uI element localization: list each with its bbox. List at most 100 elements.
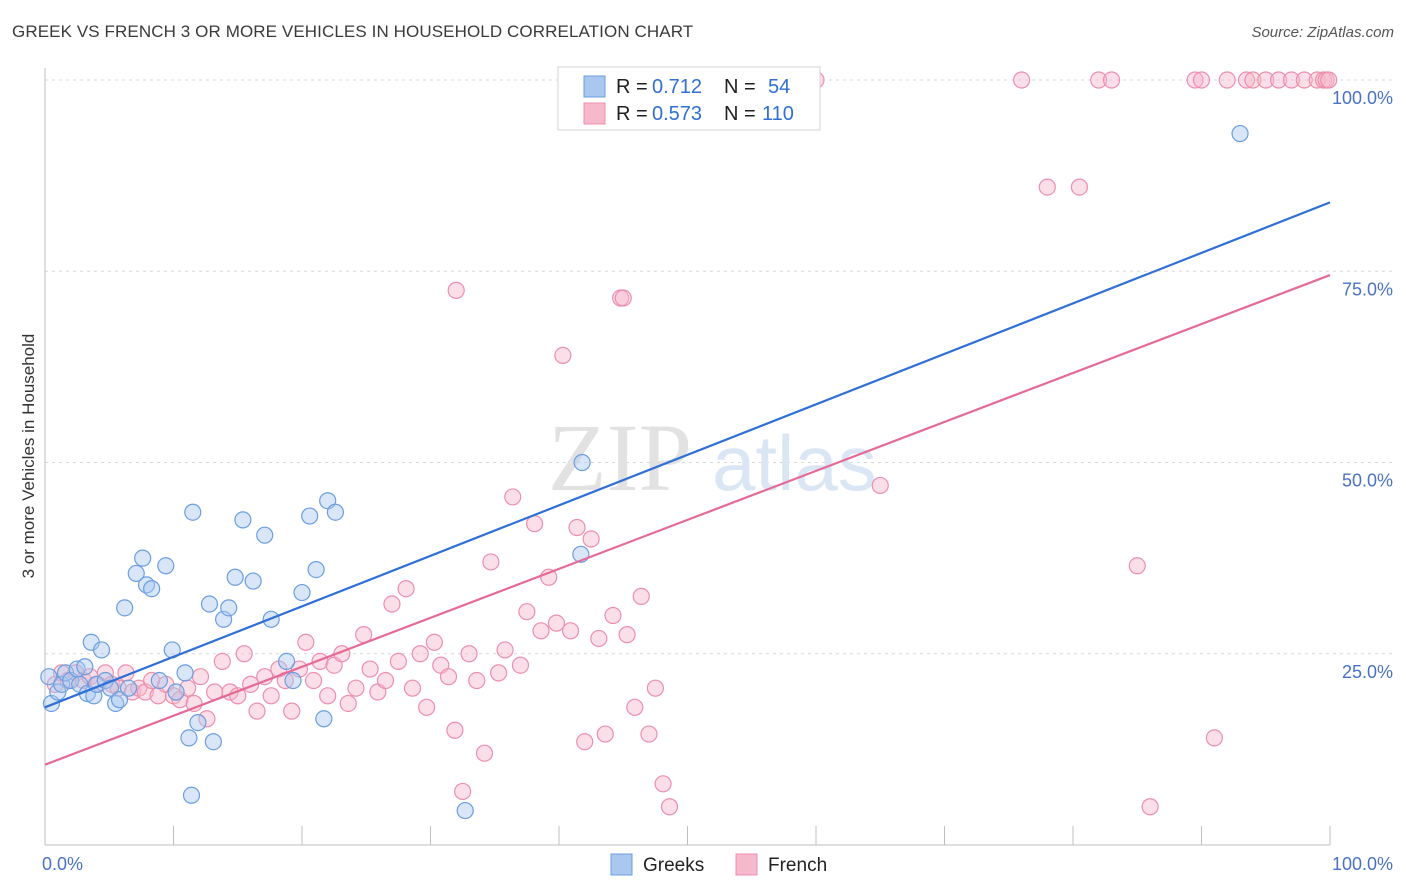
french-point xyxy=(1269,71,1288,89)
y-tick-label: 25.0% xyxy=(1342,662,1393,682)
french-point xyxy=(213,652,231,671)
french-point xyxy=(582,530,600,548)
french-point xyxy=(447,281,465,299)
watermark: ZIP atlas xyxy=(548,404,877,511)
french-point xyxy=(1257,71,1275,89)
y-tick-label: 50.0% xyxy=(1342,471,1393,491)
greeks-point xyxy=(184,503,202,521)
french-point xyxy=(618,626,636,644)
french-point xyxy=(1186,71,1204,89)
greeks-point xyxy=(277,652,296,671)
greeks-point xyxy=(200,595,219,613)
french-point xyxy=(596,725,614,743)
greeks-point xyxy=(189,713,207,732)
legend-french-label: French xyxy=(768,855,827,876)
trendlines xyxy=(44,201,1331,766)
french-point xyxy=(511,656,530,674)
y-axis-title: 3 or more Vehicles in Household xyxy=(19,334,38,579)
tick-labels: 25.0% 50.0% 75.0% 100.0% 0.0% 100.0% xyxy=(42,88,1393,874)
french-point xyxy=(504,488,522,506)
french-point xyxy=(1205,729,1223,747)
french-point xyxy=(490,664,508,682)
french-point xyxy=(1282,71,1301,89)
french-point xyxy=(590,629,608,648)
french-point xyxy=(198,710,216,728)
greeks-point xyxy=(220,599,238,617)
french-point xyxy=(482,553,500,571)
french-point xyxy=(660,798,679,816)
french-point xyxy=(532,622,550,640)
french-r-value: 0.573 xyxy=(652,103,702,125)
french-point xyxy=(1192,71,1211,89)
greeks-point xyxy=(1231,124,1249,143)
french-point xyxy=(454,782,472,801)
french-point xyxy=(568,518,586,537)
greeks-point xyxy=(301,507,319,525)
french-point xyxy=(191,668,210,686)
x-tick-label: 100.0% xyxy=(1332,854,1393,874)
french-point xyxy=(561,622,580,640)
stats-legend: R = 0.712 N = 54 R = 0.573 N = 110 xyxy=(557,66,821,131)
greeks-point xyxy=(143,580,161,598)
french-point xyxy=(304,671,323,690)
x-tick-label: 0.0% xyxy=(42,854,83,874)
greeks-point xyxy=(182,786,201,804)
greeks-r-value: 0.712 xyxy=(652,76,702,98)
greeks-point xyxy=(234,511,252,529)
french-point xyxy=(319,687,337,705)
greeks-point xyxy=(167,683,185,701)
french-point xyxy=(397,580,415,598)
legend-french-swatch xyxy=(735,853,758,876)
greeks-point xyxy=(226,568,244,586)
french-point xyxy=(389,652,407,671)
y-tick-label: 75.0% xyxy=(1342,279,1393,299)
greeks-swatch xyxy=(583,75,606,98)
greeks-point xyxy=(326,503,345,521)
greeks-n-value: 54 xyxy=(768,76,790,98)
greeks-point xyxy=(127,564,145,583)
french-point xyxy=(248,702,266,720)
greeks-point xyxy=(110,691,129,709)
french-point xyxy=(1070,178,1089,196)
axes xyxy=(44,68,1331,846)
french-point xyxy=(1295,71,1313,89)
french-point xyxy=(418,698,436,716)
french-point xyxy=(383,595,401,613)
legend-greeks-label: Greeks xyxy=(643,855,704,876)
french-point xyxy=(640,725,658,743)
greeks-point xyxy=(284,671,302,690)
greeks-r-label: R = xyxy=(616,76,648,98)
french-point xyxy=(871,476,889,495)
french-points xyxy=(46,71,1338,816)
greeks-point xyxy=(176,664,194,682)
greeks-point xyxy=(150,671,168,690)
greeks-point xyxy=(315,710,333,728)
greeks-point xyxy=(134,549,152,567)
french-point xyxy=(297,633,315,651)
french-point xyxy=(576,733,594,751)
french-point xyxy=(235,645,253,663)
greeks-point xyxy=(40,668,58,686)
french-point xyxy=(468,671,486,690)
french-point xyxy=(646,679,664,697)
french-n-label: N = xyxy=(724,103,756,125)
greeks-point xyxy=(293,583,311,602)
french-point xyxy=(632,587,650,605)
french-point xyxy=(283,702,301,720)
french-point xyxy=(1128,557,1146,575)
greeks-point xyxy=(456,801,474,820)
french-point xyxy=(361,660,379,678)
greeks-point xyxy=(256,526,274,544)
greeks-point xyxy=(76,658,94,676)
watermark-zip: ZIP xyxy=(548,404,692,511)
french-point xyxy=(1012,71,1031,89)
french-point xyxy=(1320,71,1338,89)
french-point xyxy=(262,687,280,705)
greeks-point xyxy=(180,729,198,747)
bottom-legend: Greeks French xyxy=(610,853,827,876)
legend-greeks-swatch xyxy=(610,853,633,876)
french-point xyxy=(403,679,422,697)
french-point xyxy=(411,645,429,663)
y-tick-label: 100.0% xyxy=(1332,88,1393,108)
french-point xyxy=(347,679,365,697)
